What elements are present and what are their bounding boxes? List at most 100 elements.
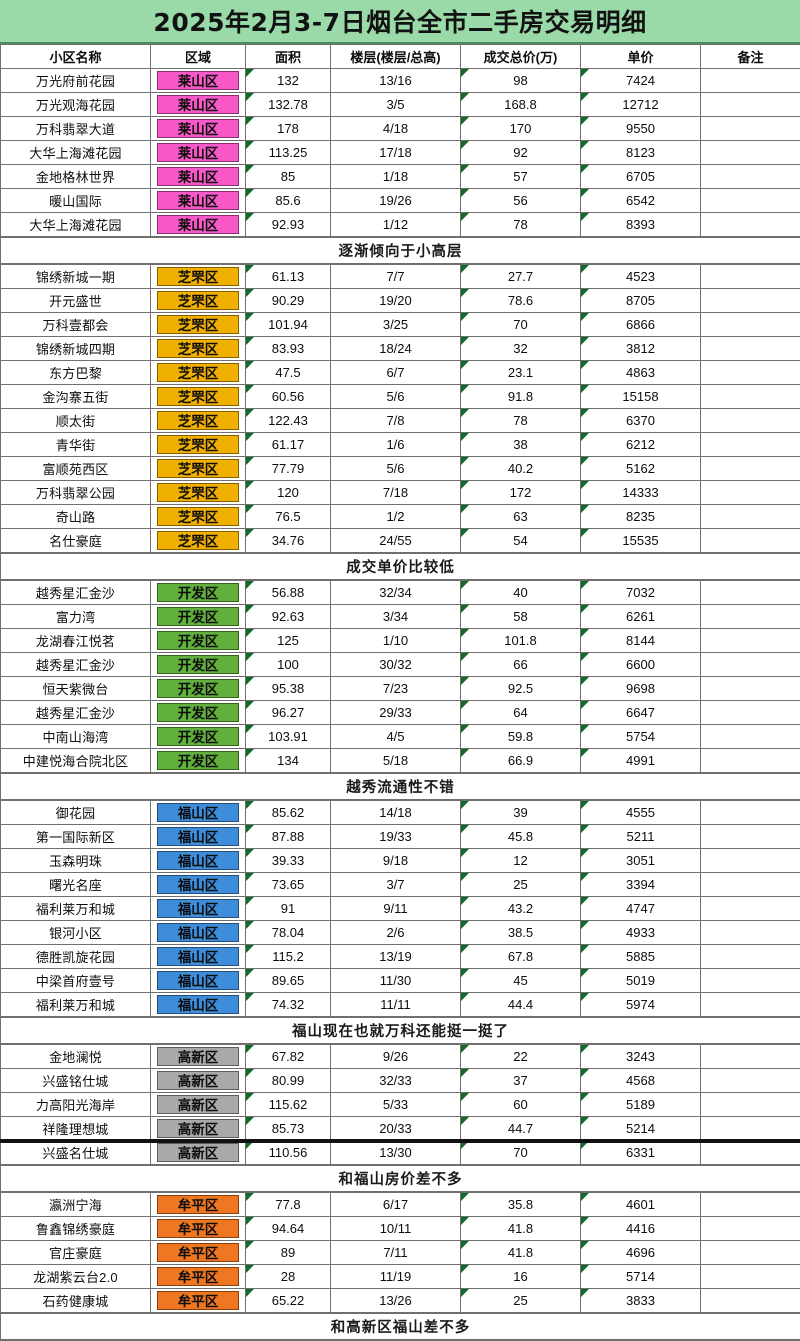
cell-floor: 19/26: [331, 189, 461, 213]
cell-area-size: 83.93: [246, 337, 331, 361]
cell-district: 芝罘区: [151, 433, 246, 457]
district-chip: 牟平区: [157, 1219, 239, 1238]
cell-district: 福山区: [151, 993, 246, 1018]
cell-district: 高新区: [151, 1044, 246, 1069]
cell-unit-price: 5714: [581, 1265, 701, 1289]
cell-district: 牟平区: [151, 1241, 246, 1265]
section-note-row: 和福山房价差不多: [1, 1165, 800, 1192]
cell-unit-price: 4568: [581, 1069, 701, 1093]
cell-floor: 9/11: [331, 897, 461, 921]
cell-total-price: 40.2: [461, 457, 581, 481]
cell-remark: [701, 629, 800, 653]
cell-total-price: 60: [461, 1093, 581, 1117]
cell-remark: [701, 141, 800, 165]
cell-total-price: 25: [461, 873, 581, 897]
cell-total-price: 25: [461, 1289, 581, 1314]
cell-community-name: 青华街: [1, 433, 151, 457]
cell-area-size: 56.88: [246, 580, 331, 605]
cell-floor: 1/2: [331, 505, 461, 529]
section-note-text: 和福山房价差不多: [1, 1165, 800, 1192]
cell-district: 福山区: [151, 800, 246, 825]
cell-community-name: 金地格林世界: [1, 165, 151, 189]
cell-total-price: 54: [461, 529, 581, 554]
cell-district: 开发区: [151, 749, 246, 774]
cell-floor: 1/10: [331, 629, 461, 653]
cell-remark: [701, 93, 800, 117]
cell-floor: 3/5: [331, 93, 461, 117]
cell-remark: [701, 165, 800, 189]
cell-floor: 3/25: [331, 313, 461, 337]
cell-area-size: 80.99: [246, 1069, 331, 1093]
district-chip: 高新区: [157, 1047, 239, 1066]
cell-floor: 11/11: [331, 993, 461, 1018]
cell-community-name: 兴盛名仕城: [1, 1141, 151, 1166]
cell-remark: [701, 677, 800, 701]
district-chip: 开发区: [157, 727, 239, 746]
cell-unit-price: 5974: [581, 993, 701, 1018]
cell-area-size: 94.64: [246, 1217, 331, 1241]
cell-community-name: 开元盛世: [1, 289, 151, 313]
sheet-title-band: 2025年2月3-7日烟台全市二手房交易明细: [0, 0, 800, 44]
cell-community-name: 祥隆理想城: [1, 1117, 151, 1141]
cell-total-price: 92: [461, 141, 581, 165]
cell-total-price: 66.9: [461, 749, 581, 774]
cell-area-size: 77.8: [246, 1192, 331, 1217]
cell-total-price: 45: [461, 969, 581, 993]
cell-unit-price: 6866: [581, 313, 701, 337]
cell-unit-price: 5189: [581, 1093, 701, 1117]
cell-total-price: 44.4: [461, 993, 581, 1018]
district-chip: 芝罘区: [157, 315, 239, 334]
cell-district: 莱山区: [151, 141, 246, 165]
cell-remark: [701, 701, 800, 725]
cell-remark: [701, 1265, 800, 1289]
district-chip: 开发区: [157, 679, 239, 698]
district-chip: 莱山区: [157, 215, 239, 234]
